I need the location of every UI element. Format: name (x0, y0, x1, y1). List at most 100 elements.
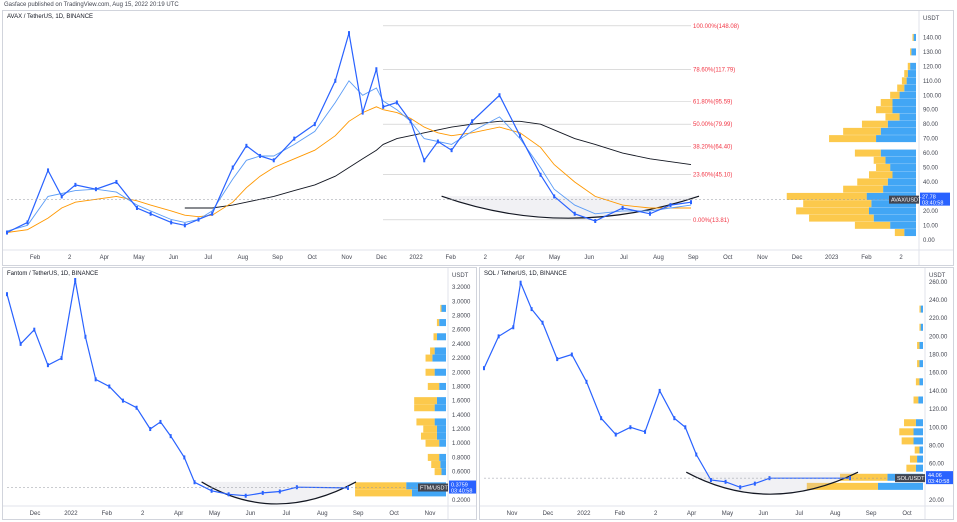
sol-price-point (724, 479, 727, 484)
avax-chart[interactable]: USDT 140.00 130.00 120.00 110.00 100.00 90.00 8… (3, 11, 953, 265)
sol-vp-bar-up (915, 378, 920, 386)
avax-price-point (621, 205, 624, 210)
ftm-current-price-tag (449, 480, 476, 494)
avax-vp-bar-up (897, 84, 905, 92)
ftm-price-line (6, 279, 349, 497)
sol-current-price-tag (926, 471, 953, 485)
avax-vp-bar-down (890, 164, 916, 172)
sol-symbol-label: SOL/USDT (897, 476, 925, 482)
sol-x-tick: Sep (866, 511, 877, 517)
ftm-vp-bar-up (355, 482, 407, 490)
avax-x-tick: Feb (861, 255, 872, 261)
ftm-x-tick: Feb (102, 511, 113, 517)
avax-vp-bar-up (786, 192, 867, 200)
ftm-countdown: 03:40:58 (451, 489, 472, 495)
ftm-vp-bar-down (411, 489, 446, 497)
avax-x-tick: Jul (204, 255, 212, 261)
ftm-price-point (261, 490, 264, 495)
avax-price-point (450, 148, 453, 153)
avax-symbol-tag (889, 195, 919, 204)
sol-x-tick: Apr (687, 511, 696, 517)
avax-vp-bar-up (843, 127, 881, 135)
avax-vp-bar-down (892, 171, 916, 179)
sol-chart[interactable]: USDT260.00240.00220.00200.00180.00160.00… (480, 268, 953, 519)
avax-x-tick: Sep (688, 255, 699, 261)
avax-price-point (553, 194, 556, 199)
avax-x-tick: Feb (446, 255, 457, 261)
sol-y-tick: 220.00 (929, 316, 948, 322)
avax-vp-bar-up (907, 62, 911, 70)
avax-vp-bar-up (876, 106, 893, 114)
avax-y-tick: 80.00 (923, 122, 939, 128)
ftm-vp-bar-up (425, 354, 433, 362)
sol-y-tick: 60.00 (929, 462, 945, 468)
sol-vp-bar-up (806, 482, 878, 490)
avax-vp-bar-up (803, 200, 872, 208)
avax-vp-bar-down (892, 106, 916, 114)
avax-price-point (47, 168, 50, 173)
sol-price-point (709, 478, 712, 482)
avax-vp-bar-up (857, 178, 888, 186)
ftm-vp-bar-up (433, 333, 437, 341)
sol-unit-label: USDT (929, 273, 946, 279)
sol-vp-bar-down (917, 455, 923, 463)
ftm-vp-bar-up (431, 461, 441, 469)
avax-vp-bar-down (899, 91, 916, 99)
avax-vp-bar-down (910, 62, 916, 70)
sol-y-tick: 260.00 (929, 280, 948, 286)
sol-vp-bar-up (917, 360, 920, 368)
sol-vp-bar-down (919, 378, 923, 386)
ftm-price-point (84, 334, 87, 339)
ftm-y-tick: 2.0000 (452, 370, 471, 376)
ftm-vp-bar-up (440, 304, 442, 312)
sol-price-point (658, 388, 661, 393)
ftm-price-point (347, 485, 349, 490)
ftm-vp-bar-up (420, 432, 437, 440)
ftm-x-tick: Nov (425, 511, 436, 517)
sol-x-tick: Dec (543, 511, 554, 517)
sol-price-point (629, 425, 632, 430)
avax-vp-bar-down (907, 70, 916, 78)
avax-price-point (409, 119, 412, 124)
sol-chart-title: SOL / TetherUS, 1D, BINANCE (484, 271, 567, 277)
sol-x-tick: Nov (507, 511, 518, 517)
avax-vp-bar-up (901, 77, 907, 85)
ftm-price-point (121, 398, 124, 403)
avax-fib-label: 50.00%(79.99) (693, 122, 732, 128)
ftm-y-tick: 2.8000 (452, 313, 471, 319)
ftm-x-tick: Apr (174, 511, 183, 517)
sol-y-tick: 80.00 (929, 443, 945, 449)
avax-price-point (348, 31, 350, 36)
sol-chart-panel[interactable]: SOL / TetherUS, 1D, BINANCE USDT 260.00 24… (479, 267, 954, 520)
avax-vp-bar-down (887, 178, 916, 186)
sol-price-point (541, 320, 544, 325)
sol-vp-bar-up (904, 419, 916, 427)
avax-price-point (211, 211, 214, 216)
avax-vp-bar-up (904, 70, 908, 78)
ftm-vp-bar-down (434, 418, 446, 426)
ftm-price-point (183, 455, 186, 460)
ftm-chart[interactable]: USDT 3.2000 3.0000 2.8000 2.6000 2.4000 2.2000… (3, 268, 476, 519)
avax-price-point (669, 203, 672, 208)
sol-vp-bar-up (906, 464, 916, 472)
avax-price-point (334, 78, 337, 83)
avax-price-point (197, 217, 200, 222)
avax-x-tick: Aug (653, 255, 664, 261)
avax-x-tick: Jun (584, 255, 594, 261)
avax-x-tick: Oct (307, 255, 317, 261)
avax-vp-bar-down (890, 221, 916, 229)
avax-vp-bar-up (876, 164, 891, 172)
ftm-price-point (227, 492, 230, 497)
avax-price-point (115, 179, 118, 184)
sol-vp-bar-down (918, 396, 923, 404)
avax-price-point (94, 187, 97, 192)
ftm-symbol-label: FTM/USDT (420, 486, 448, 492)
avax-chart-panel[interactable]: AVAX / TetherUS, 1D, BINANCE USDT 140.00 1… (2, 10, 954, 266)
sol-vp-bar-up (840, 473, 888, 481)
sol-vp-bar-up (899, 428, 914, 436)
sol-x-tick: Aug (830, 511, 841, 517)
ftm-chart-panel[interactable]: Fantom / TetherUS, 1D, BINANCE USDT 3.200… (2, 267, 477, 520)
ftm-vp-bar-up (436, 319, 440, 327)
ftm-price-point (94, 377, 97, 382)
avax-x-tick: Apr (515, 255, 524, 261)
